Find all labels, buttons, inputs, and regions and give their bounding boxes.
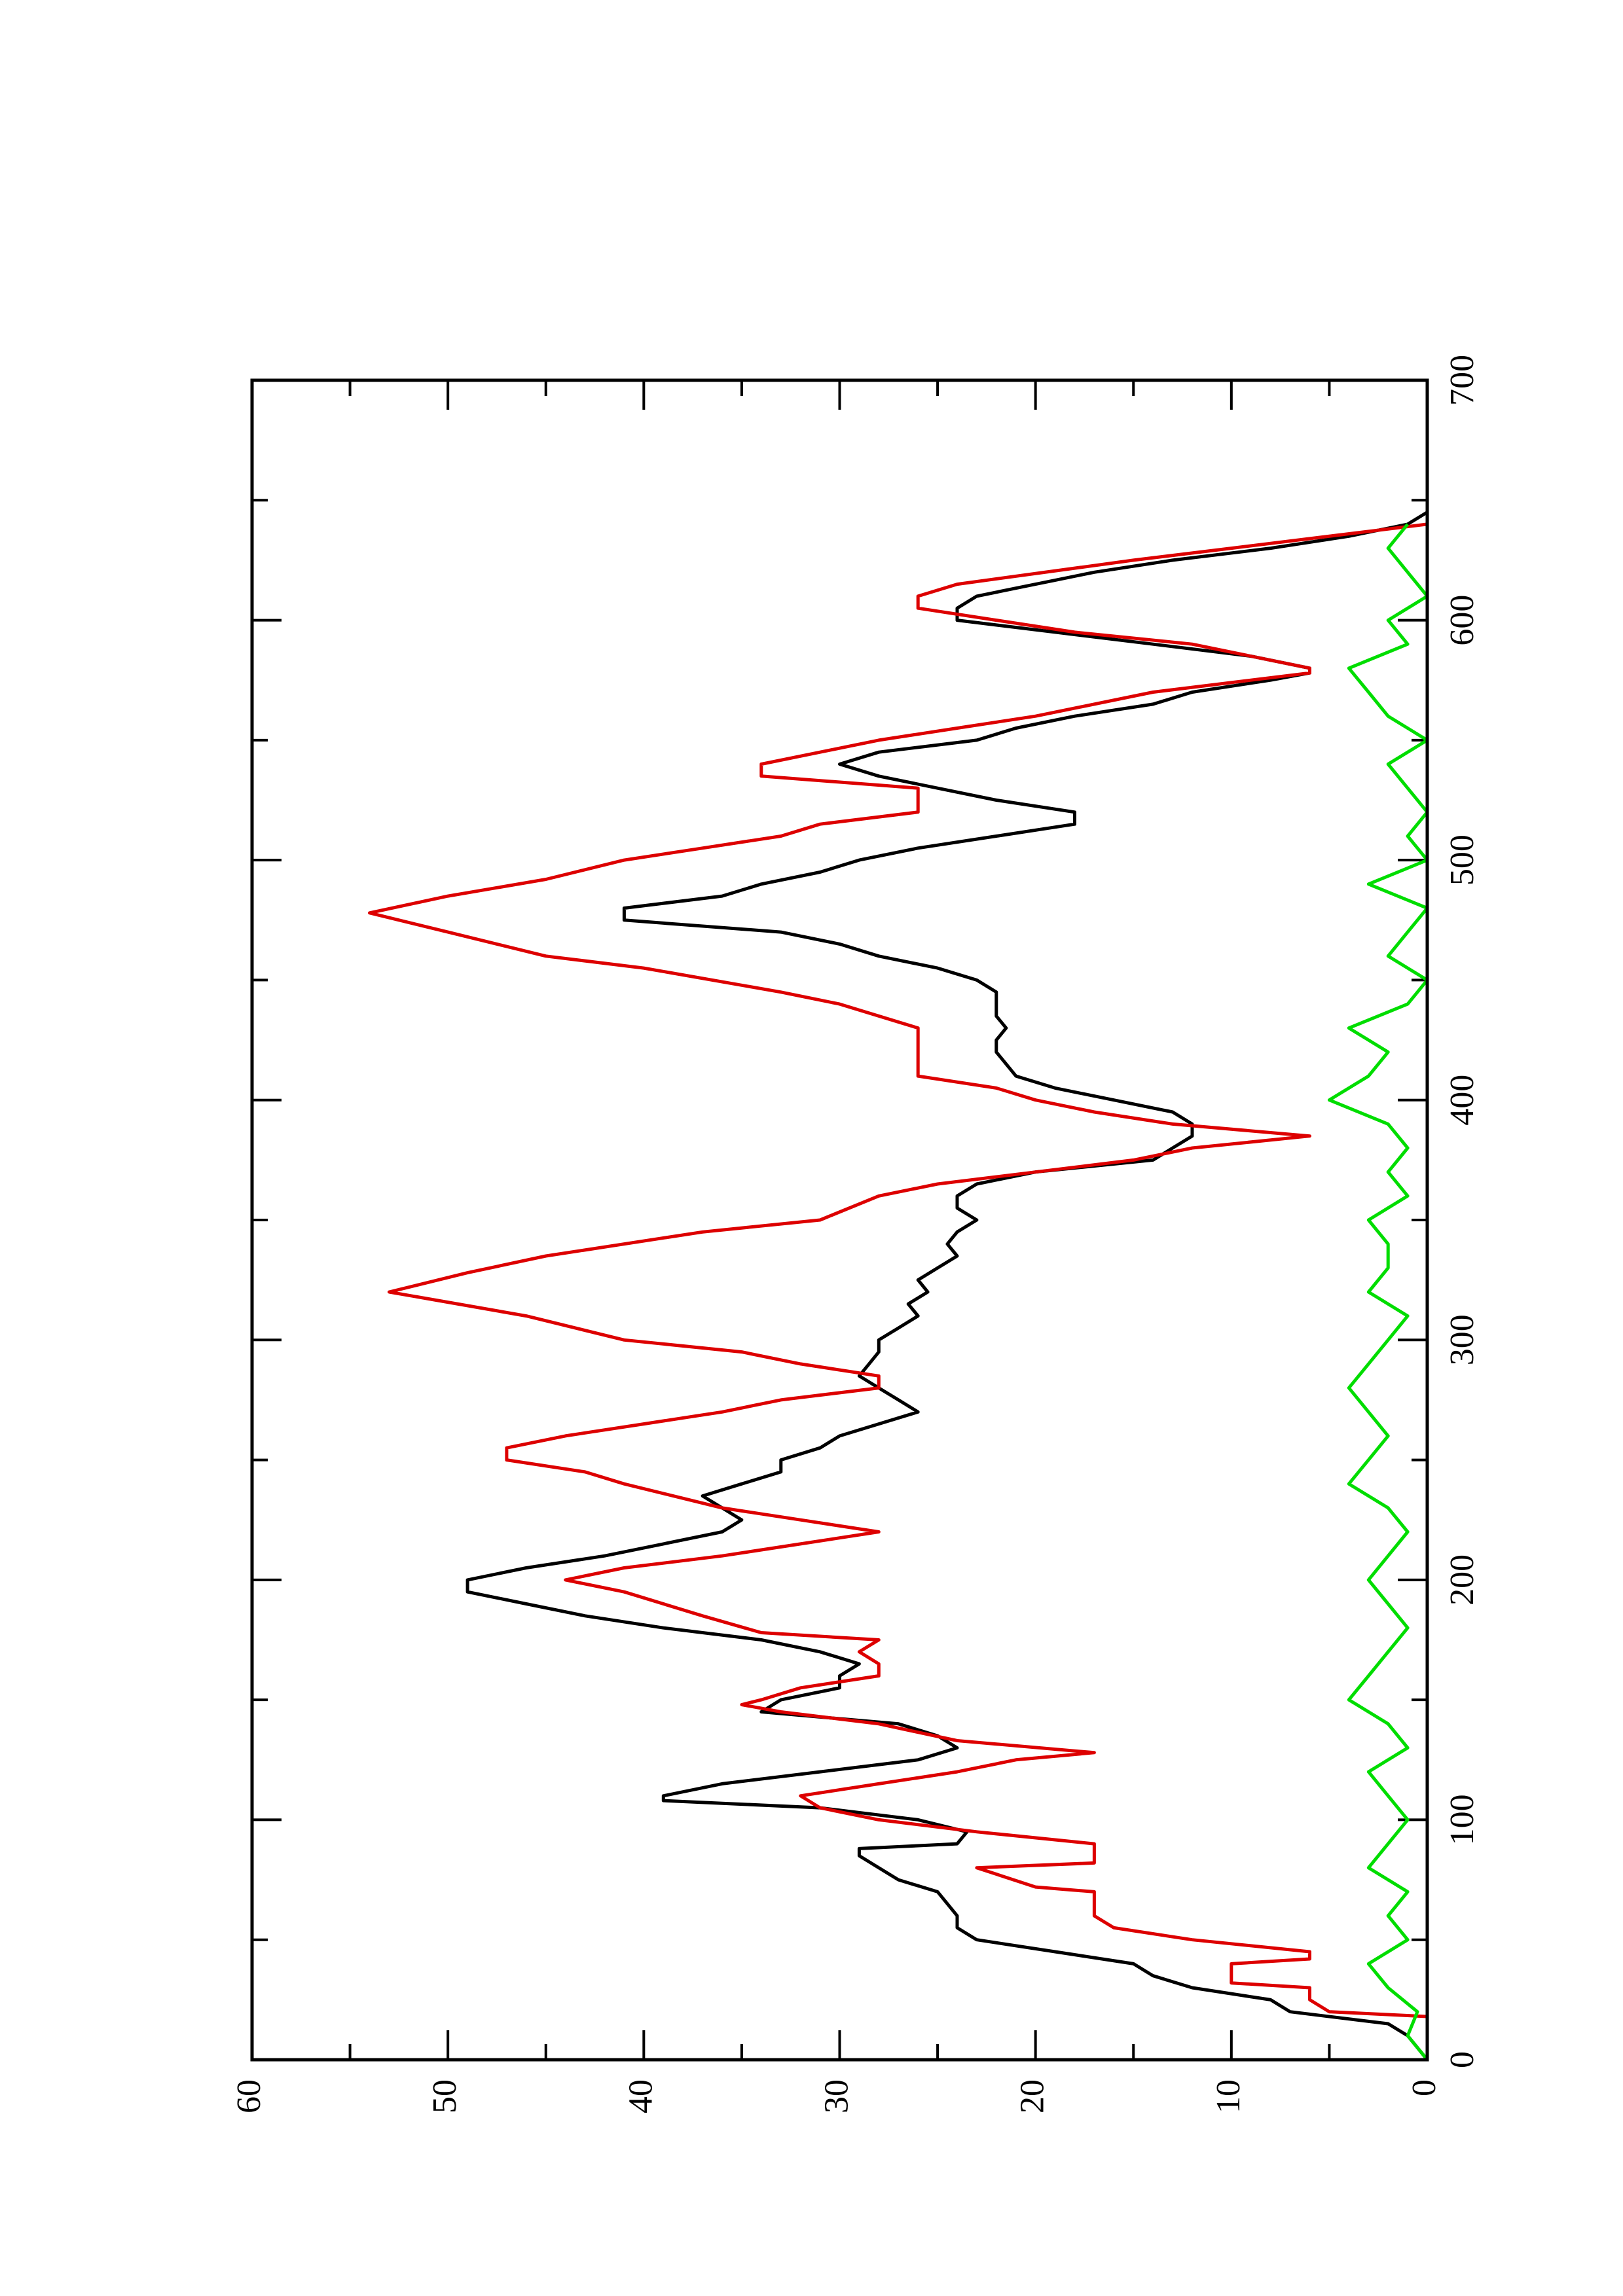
x-tick-label: 600 — [1444, 595, 1481, 646]
x-tick-label: 200 — [1444, 1554, 1481, 1605]
series-line — [465, 511, 1429, 2061]
x-tick-label: 500 — [1444, 834, 1481, 886]
series-line — [368, 522, 1429, 2060]
series-line — [1327, 523, 1429, 2061]
y-tick-label: 30 — [818, 2079, 855, 2113]
plot-frame — [250, 378, 1429, 2062]
x-tick-label: 300 — [1444, 1314, 1481, 1365]
y-tick-label: 40 — [622, 2079, 659, 2113]
x-tick-label: 700 — [1444, 355, 1481, 406]
x-tick-label: 0 — [1444, 2051, 1481, 2068]
x-tick-label: 400 — [1444, 1075, 1481, 1126]
y-tick-label: 60 — [230, 2079, 268, 2113]
y-tick-label: 0 — [1406, 2079, 1443, 2096]
x-tick-label: 100 — [1444, 1794, 1481, 1845]
y-tick-label: 10 — [1210, 2079, 1247, 2113]
y-tick-label: 50 — [426, 2079, 464, 2113]
y-tick-label: 20 — [1014, 2079, 1051, 2113]
